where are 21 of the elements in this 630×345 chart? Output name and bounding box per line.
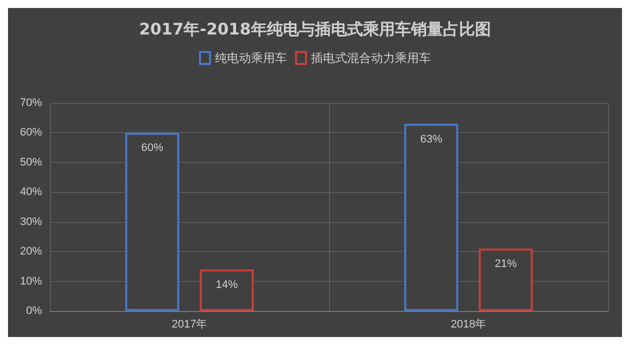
chart-title: 2017年-2018年纯电与插电式乘用车销量占比图 bbox=[139, 20, 491, 38]
legend-label: 纯电动乘用车 bbox=[215, 51, 287, 65]
x-tick-label: 2017年 bbox=[172, 318, 208, 330]
data-label: 21% bbox=[494, 258, 517, 270]
data-label: 63% bbox=[420, 133, 442, 146]
y-tick-label: 40% bbox=[20, 186, 42, 198]
y-tick-label: 0% bbox=[26, 305, 42, 317]
data-label: 60% bbox=[141, 142, 164, 154]
legend-label: 插电式混合动力乘用车 bbox=[311, 51, 431, 65]
bar bbox=[200, 269, 254, 311]
bar bbox=[404, 124, 458, 311]
x-tick-label: 2018年 bbox=[450, 318, 486, 330]
bar bbox=[125, 132, 180, 311]
bar bbox=[478, 248, 533, 311]
y-tick-label: 10% bbox=[20, 275, 42, 288]
y-tick-label: 60% bbox=[20, 126, 42, 139]
y-tick-label: 30% bbox=[20, 216, 42, 228]
y-tick-label: 50% bbox=[20, 156, 42, 168]
y-tick-label: 20% bbox=[20, 246, 42, 258]
data-label: 14% bbox=[216, 278, 238, 291]
y-tick-label: 70% bbox=[20, 97, 42, 109]
